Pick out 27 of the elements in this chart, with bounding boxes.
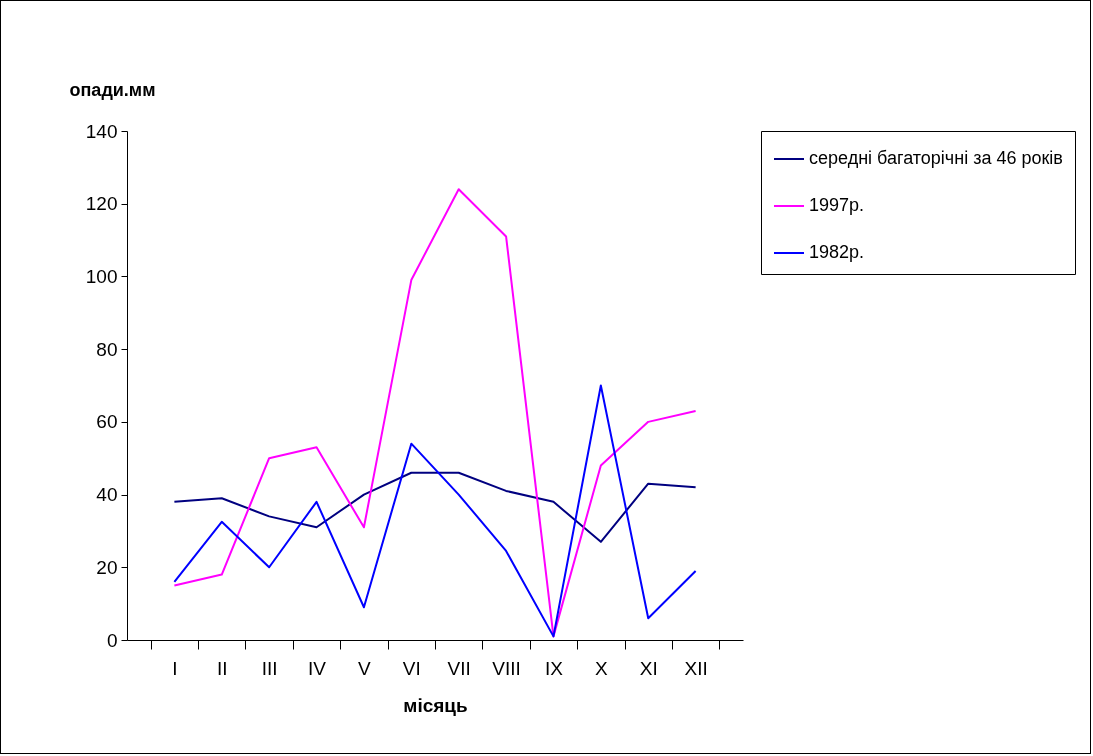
x-tick-label: VI [402,657,421,679]
y-axis-title: опади.мм [69,79,156,100]
x-tick-label: IX [544,657,564,679]
y-tick-label: 140 [85,120,118,142]
x-tick-label: V [358,657,372,679]
y-tick-label: 20 [96,556,118,578]
x-tick-label: I [172,657,178,679]
x-tick-label: IV [308,657,327,679]
y-tick-label: 100 [85,265,118,287]
legend-label: 1982р. [809,242,865,262]
line-series [173,471,697,543]
legend-label: середні багаторічні за 46 років [809,148,1063,168]
x-tick-label: III [261,657,278,679]
y-tick-label: 120 [85,193,118,215]
x-tick-label: VII [447,657,471,679]
x-axis-title: місяць [403,694,468,716]
x-tick-label: II [216,657,228,679]
x-tick-label: VIII [492,657,521,679]
x-tick-label: XII [684,657,708,679]
y-tick-label: 0 [106,629,118,651]
x-tick-label: XI [639,657,658,679]
line-series [173,384,697,638]
y-tick-label: 60 [96,411,118,433]
y-tick-label: 40 [96,484,118,506]
y-tick-label: 80 [96,338,118,360]
x-tick-label: X [595,657,608,679]
legend-label: 1997р. [809,195,865,215]
